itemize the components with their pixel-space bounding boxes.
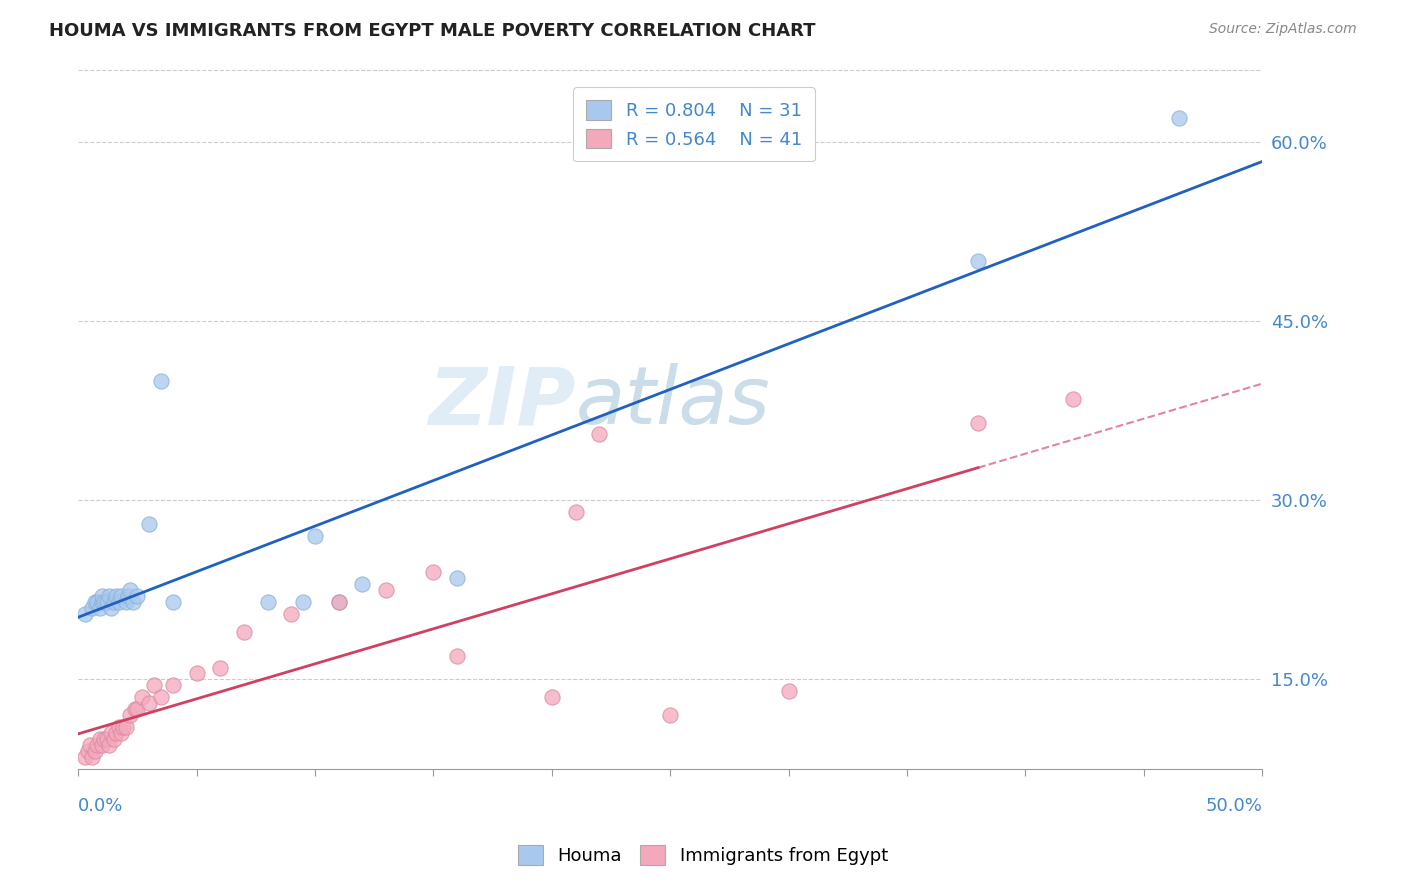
Text: Source: ZipAtlas.com: Source: ZipAtlas.com [1209,22,1357,37]
Legend: Houma, Immigrants from Egypt: Houma, Immigrants from Egypt [510,838,896,872]
Point [75,607,97,621]
Point [138,517,160,532]
Point [422,565,444,579]
Point [76,744,98,758]
Point [91,738,114,752]
Point [89,600,111,615]
Point [256,595,278,609]
Point [186,666,208,681]
Point [1062,392,1084,406]
Point [120,582,142,597]
Point [103,732,125,747]
Point [352,577,374,591]
Point [93,732,115,747]
Point [127,702,149,716]
Point [82,600,104,615]
Point [103,595,125,609]
Point [304,529,326,543]
Point [280,607,302,621]
Point [150,374,173,388]
Point [83,595,105,609]
Point [110,726,132,740]
Point [98,738,121,752]
Point [96,732,118,747]
Point [209,660,232,674]
Point [778,684,800,698]
Point [588,427,610,442]
Point [150,690,173,705]
Point [105,589,128,603]
Point [79,738,101,752]
Point [967,254,990,268]
Point [98,589,121,603]
Point [143,678,166,692]
Point [117,589,139,603]
Point [328,595,350,609]
Point [121,595,143,609]
Point [91,595,114,609]
Point [114,595,136,609]
Point [105,726,128,740]
Point [162,595,184,609]
Point [328,595,350,609]
Point [96,595,118,609]
Point [967,416,990,430]
Point [91,589,114,603]
Point [100,726,122,740]
Point [100,600,122,615]
Point [93,595,115,609]
Text: 50.0%: 50.0% [1205,797,1263,815]
Point [446,571,468,585]
Text: ZIP: ZIP [429,363,575,442]
Point [75,750,97,764]
Point [124,702,146,716]
Point [127,589,149,603]
Point [659,708,682,723]
Point [541,690,564,705]
Point [107,595,129,609]
Point [83,744,105,758]
Point [1168,111,1191,125]
Point [120,708,142,723]
Point [446,648,468,663]
Point [89,732,111,747]
Point [107,720,129,734]
Point [162,678,184,692]
Point [233,624,256,639]
Point [86,595,108,609]
Point [114,720,136,734]
Point [564,505,586,519]
Point [138,697,160,711]
Legend: R = 0.804    N = 31, R = 0.564    N = 41: R = 0.804 N = 31, R = 0.564 N = 41 [574,87,814,161]
Point [86,738,108,752]
Text: HOUMA VS IMMIGRANTS FROM EGYPT MALE POVERTY CORRELATION CHART: HOUMA VS IMMIGRANTS FROM EGYPT MALE POVE… [49,22,815,40]
Point [375,582,398,597]
Point [112,720,135,734]
Point [110,589,132,603]
Point [82,750,104,764]
Text: 0.0%: 0.0% [79,797,124,815]
Text: atlas: atlas [575,363,770,442]
Point [292,595,315,609]
Point [131,690,153,705]
